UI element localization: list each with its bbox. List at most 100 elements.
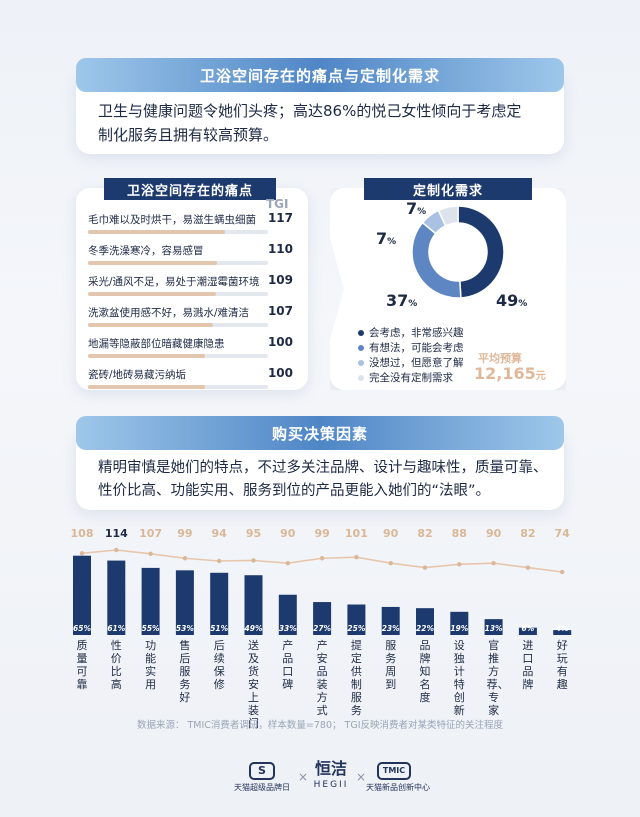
tgi-value-label: 82 xyxy=(520,527,535,540)
donut-slice-value: 7 xyxy=(376,229,387,248)
tgi-value-label: 108 xyxy=(71,527,94,540)
custom-demand-title: 定制化需求 xyxy=(364,178,532,200)
section1-desc-line1: 卫生与健康问题令她们头疼；高达86%的悦己女性倾向于考虑定 xyxy=(98,102,522,120)
tgi-value-label: 74 xyxy=(555,527,571,540)
donut-slice xyxy=(411,221,462,299)
donut-slice-value: 7 xyxy=(406,200,417,218)
category-label: 品牌知名度 xyxy=(419,639,431,704)
tgi-point xyxy=(491,561,496,566)
tgi-value-label: 101 xyxy=(345,527,368,540)
pain-point-row: 瓷砖/地砖易藏污纳垢 100 xyxy=(88,363,293,393)
legend-label: 有想法，可能会考虑 xyxy=(369,342,464,354)
section2-desc-line1: 精明审慎是她们的特点，不过多关注品牌、设计与趣味性，质量可靠、 xyxy=(98,460,548,476)
category-label: 质量可靠 xyxy=(76,639,88,691)
pain-point-bar xyxy=(88,385,205,389)
category-label: 官推方荐、专家 xyxy=(486,639,509,717)
tmic-logo-icon: TMIC xyxy=(377,762,411,780)
bar-value-label: 13% xyxy=(485,624,503,633)
pain-point-label: 毛巾难以及时烘干，易滋生螨虫细菌 xyxy=(88,214,256,226)
tgi-point xyxy=(525,565,531,570)
category-label: 功能实用 xyxy=(145,639,157,691)
tgi-point xyxy=(79,551,85,556)
legend-label: 会考虑，非常感兴趣 xyxy=(369,327,464,339)
pain-point-label: 地漏等隐蔽部位暗藏健康隐患 xyxy=(88,338,225,350)
bar-value-label: 53% xyxy=(176,624,194,633)
donut-slice xyxy=(457,205,505,299)
pain-point-label: 冬季洗澡寒冷，容易感冒 xyxy=(88,245,204,257)
avg-budget-label: 平均预算 xyxy=(478,352,522,365)
tgi-point xyxy=(422,565,428,570)
category-label: 进口品牌 xyxy=(522,639,534,691)
bar xyxy=(347,604,366,635)
tmic-logo: TMIC 天猫新品创新中心 xyxy=(366,762,430,793)
pain-point-tgi-value: 110 xyxy=(267,242,293,256)
times-sign-2: × xyxy=(356,770,367,784)
bar xyxy=(553,630,572,635)
bar-value-label: 19% xyxy=(450,624,468,633)
donut-slice-pct: % xyxy=(518,299,527,309)
donut-slice xyxy=(437,205,459,227)
bar xyxy=(175,570,194,635)
tgi-point xyxy=(354,554,359,560)
bar-value-label: 49% xyxy=(245,624,263,633)
avg-budget-value: 12,165元 xyxy=(474,364,546,383)
bar-value-label: 51% xyxy=(210,624,228,633)
pain-point-row: 采光/通风不足，易处于潮湿霉菌环境 109 xyxy=(88,270,293,300)
section1-desc-line2: 制化服务且拥有较高预算。 xyxy=(98,126,279,144)
tmall-logo-icon: S xyxy=(249,762,275,780)
legend-item: 会考虑，非常感兴趣 xyxy=(358,325,464,340)
tgi-value-label: 82 xyxy=(417,527,432,540)
tgi-value-label: 94 xyxy=(212,527,228,540)
tgi-point xyxy=(319,556,325,561)
tgi-point xyxy=(251,558,256,563)
tgi-value-label: 90 xyxy=(486,527,502,540)
tgi-point xyxy=(182,556,188,561)
category-label: 产品口碑 xyxy=(282,639,294,691)
donut-slice-label: 7% xyxy=(376,229,396,248)
legend-item: 没想过，但愿意了解 xyxy=(358,355,464,370)
bar-value-label: 22% xyxy=(416,624,434,633)
pain-point-tgi-value: 107 xyxy=(267,304,293,318)
pain-point-bar xyxy=(88,230,225,234)
tmall-superbrand-logo: S 天猫超级品牌日 xyxy=(232,762,292,793)
donut-slice-label: 49% xyxy=(496,291,527,310)
data-source-note: 数据来源： TMIC消费者调研，样本数量=780； TGI反映消费者对某类特征的… xyxy=(136,720,504,731)
bar xyxy=(518,627,537,635)
tgi-value-label: 90 xyxy=(383,527,399,540)
hegii-logo-cn: 恒洁 xyxy=(314,759,347,778)
donut-slice-value: 49 xyxy=(496,291,518,310)
pain-point-bar xyxy=(88,292,216,296)
category-label: 服务周到 xyxy=(385,639,397,691)
tgi-point xyxy=(285,561,290,566)
tgi-label: TGI xyxy=(266,197,289,211)
bar xyxy=(278,594,297,635)
bar xyxy=(141,567,160,635)
tgi-point xyxy=(148,551,153,557)
category-label: 性价比高 xyxy=(110,639,122,691)
tgi-value-label: 107 xyxy=(139,527,162,540)
bar-value-label: 27% xyxy=(313,624,331,633)
pain-point-bar xyxy=(88,261,217,265)
pain-point-tgi-value: 117 xyxy=(267,211,293,225)
pain-point-tgi-value: 109 xyxy=(267,273,293,287)
custom-demand-donut: 49%37%7%7% xyxy=(376,200,527,310)
pain-point-bar xyxy=(88,323,214,327)
bar xyxy=(210,572,229,635)
pain-point-row: 地漏等隐蔽部位暗藏健康隐患 100 xyxy=(88,332,293,362)
tgi-value-label: 90 xyxy=(280,527,296,540)
pain-point-label: 采光/通风不足，易处于潮湿霉菌环境 xyxy=(88,276,260,288)
bar-value-label: 55% xyxy=(142,624,160,633)
bar xyxy=(313,602,332,635)
section2-title: 购买决策因素 xyxy=(76,416,564,450)
bar-value-label: 23% xyxy=(382,624,400,633)
bar xyxy=(484,619,503,635)
bar xyxy=(107,560,126,635)
pain-point-tgi-value: 100 xyxy=(267,366,293,380)
hegii-logo: 恒洁 HEGII xyxy=(310,759,352,791)
tgi-point xyxy=(457,562,462,567)
avg-budget-number: 12,165 xyxy=(474,364,536,383)
donut-slice-pct: % xyxy=(417,207,426,217)
pain-point-row: 毛巾难以及时烘干，易滋生螨虫细菌 117 xyxy=(88,208,293,238)
legend-dot xyxy=(358,344,364,351)
legend-item: 完全没有定制需求 xyxy=(358,370,453,385)
